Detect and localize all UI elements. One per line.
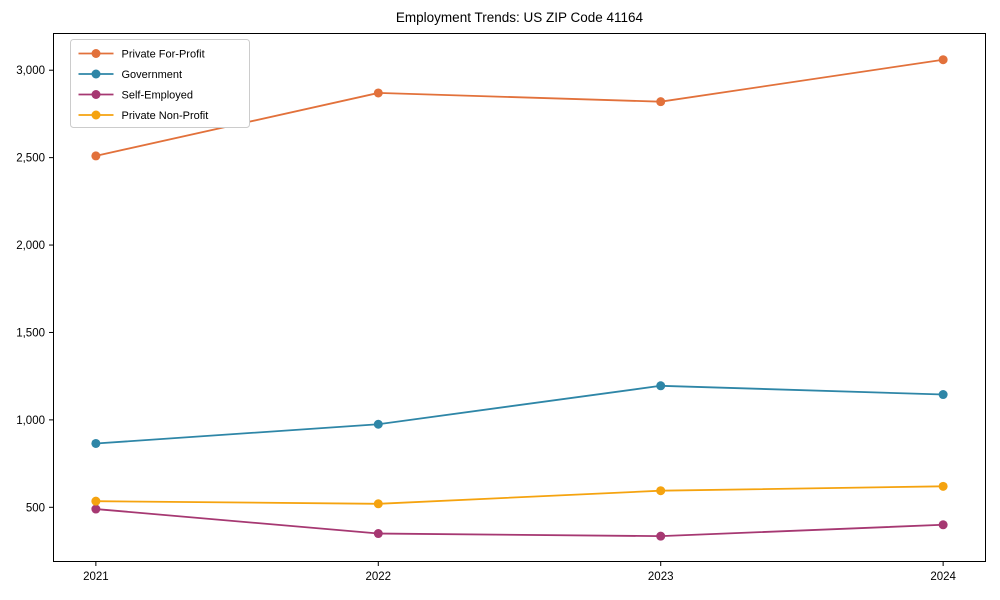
x-tick-label: 2022 [365,571,391,583]
legend-item: Private Non-Profit [78,110,209,122]
y-tick-label: 1,000 [16,415,45,427]
data-point [91,504,101,514]
legend-marker [91,110,101,120]
legend-marker [91,49,101,58]
series-line [94,485,945,505]
data-point [938,55,948,65]
data-point [656,531,666,541]
x-tick-label: 2021 [83,571,109,583]
data-point [938,520,948,530]
legend-item: Government [78,69,183,81]
series-line [94,508,945,538]
data-point [656,381,666,391]
data-point [373,88,383,98]
legend-marker [91,90,101,99]
y-tick-label: 1,500 [16,327,45,339]
series-private-non-profit [91,481,948,509]
x-tick-label: 2023 [648,571,674,583]
series-government [91,381,948,448]
data-point [91,151,101,161]
series-line [94,384,945,445]
data-point [373,419,383,429]
data-point [938,481,948,491]
legend: Private For-Profit Government Self-Employe… [70,39,250,128]
legend-item: Self-Employed [78,90,194,102]
y-tick-label: 2,000 [16,240,45,252]
data-point [373,499,383,509]
data-point [656,486,666,496]
legend-label: Self-Employed [122,90,194,102]
data-point [373,529,383,539]
x-tick-label: 2024 [930,571,956,583]
y-tick-label: 500 [26,502,45,514]
series-self-employed [91,504,948,541]
legend-marker [91,69,101,79]
legend-label: Private For-Profit [122,49,205,61]
data-point [91,496,101,506]
data-point [656,97,666,107]
data-point [938,390,948,400]
chart-title: Employment Trends: US ZIP Code 41164 [396,10,644,25]
y-tick-label: 2,500 [16,153,45,165]
legend-item: Private For-Profit [78,49,205,61]
plot-area: 500 1,000 1,500 2,000 2,500 3,000 2021 2022 2023… [16,33,986,583]
legend-label: Government [122,69,183,81]
legend-box [70,39,250,128]
legend-label: Private Non-Profit [122,110,209,122]
data-point [91,438,101,448]
y-tick-label: 3,000 [16,65,45,77]
